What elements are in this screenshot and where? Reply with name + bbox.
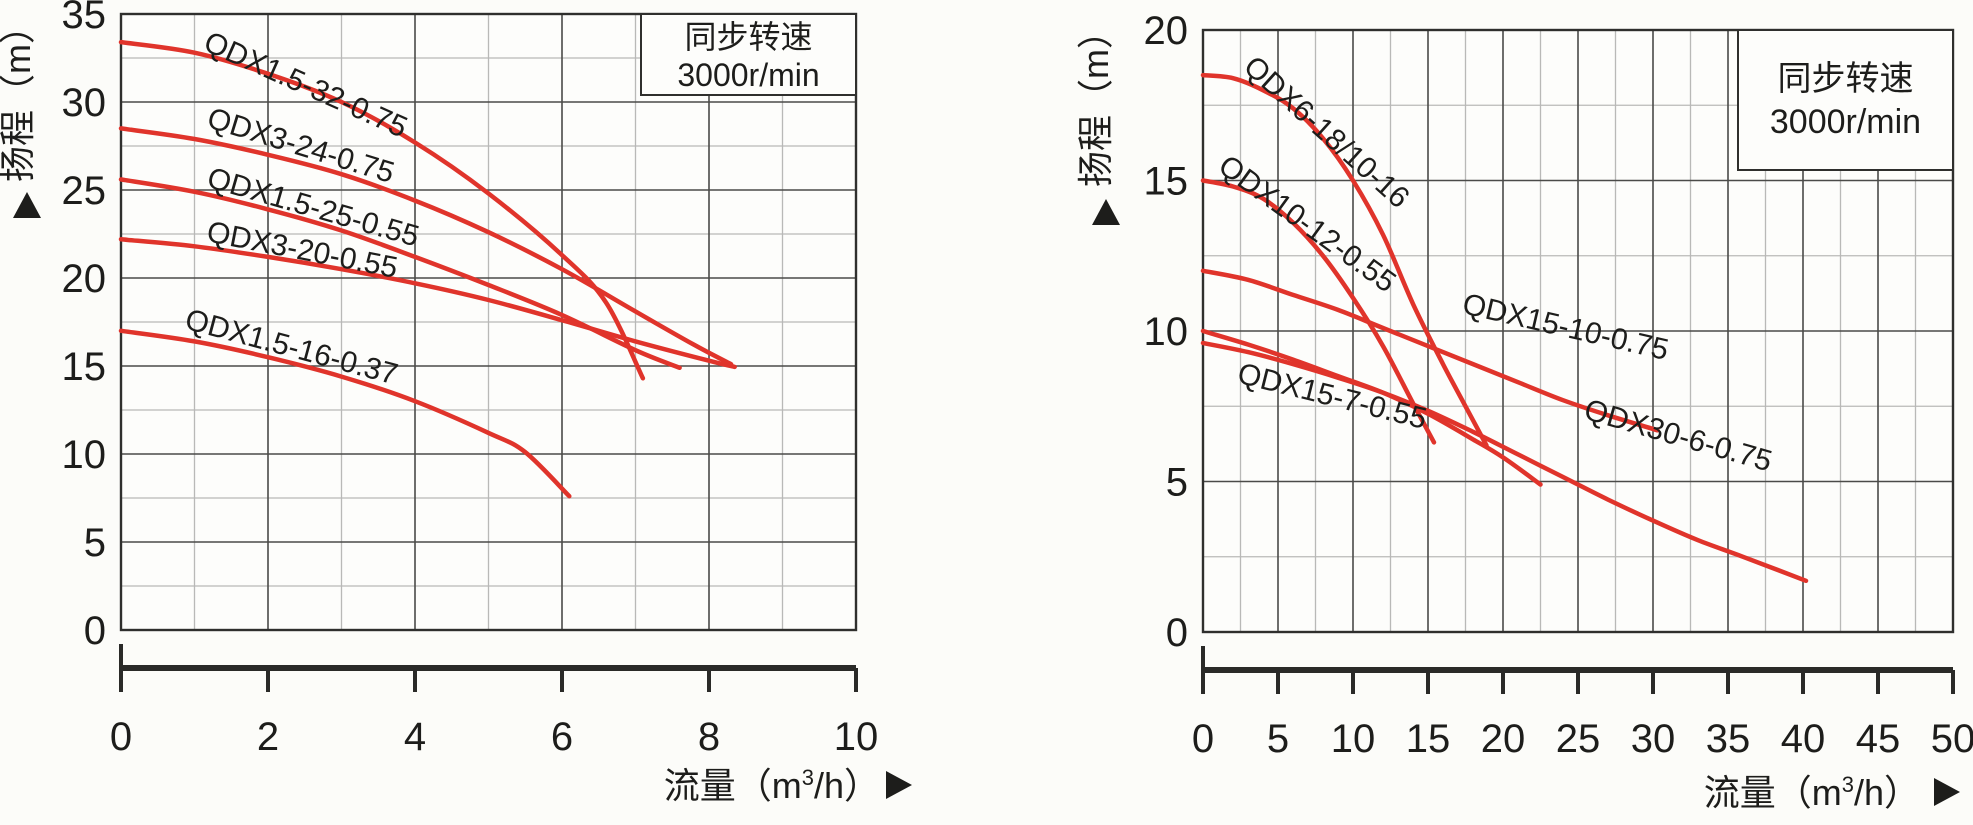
x-tick-label-6: 6	[551, 715, 573, 759]
pump-curve-QDX1.5-25-0.55	[118, 177, 682, 371]
x-axis-right-arrow-icon	[886, 771, 912, 799]
pump-curve-QDX1.5-16-0.37	[118, 328, 572, 499]
speed-box-line1: 同步转速	[684, 19, 812, 55]
plot-border	[119, 12, 858, 632]
speed-box-line1: 同步转速	[1778, 60, 1914, 98]
x-tick-label-25: 25	[1556, 717, 1601, 761]
x-tick-label-50: 50	[1931, 717, 1973, 761]
right-pump-curve-chart: 同步转速3000r/minQDX6-18/10-16QDX10-12-0.55Q…	[1075, 9, 1973, 813]
y-tick-label-15: 15	[1144, 160, 1189, 204]
y-tick-label-10: 10	[62, 433, 107, 477]
y-axis-title: 扬程（m）	[0, 8, 38, 182]
x-tick-label-8: 8	[698, 715, 720, 759]
pump-curve-QDX3-20-0.55	[118, 237, 737, 370]
y-axis-up-arrow-icon	[13, 192, 41, 218]
y-tick-label-0: 0	[1166, 611, 1188, 655]
y-tick-label-5: 5	[84, 521, 106, 565]
y-tick-label-5: 5	[1166, 461, 1188, 505]
x-tick-label-30: 30	[1631, 717, 1676, 761]
x-tick-label-20: 20	[1481, 717, 1526, 761]
x-tick-label-10: 10	[1331, 717, 1376, 761]
x-tick-label-0: 0	[110, 715, 132, 759]
x-axis-title: 流量（m3/h）	[1704, 772, 1920, 813]
x-tick-label-15: 15	[1406, 717, 1451, 761]
y-axis-up-arrow-icon	[1092, 199, 1120, 225]
y-tick-label-15: 15	[62, 345, 107, 389]
x-tick-label-10: 10	[834, 715, 879, 759]
speed-box-line2: 3000r/min	[1770, 103, 1921, 141]
pump-curve-QDX3-24-0.75	[118, 126, 734, 367]
x-tick-label-5: 5	[1267, 717, 1289, 761]
speed-box-frame	[640, 13, 857, 96]
pump-curve-QDX15-10-0.75	[1200, 268, 1660, 433]
speed-box-frame	[1737, 29, 1954, 171]
x-axis-title: 流量（m3/h）	[664, 765, 880, 806]
x-tick-label-45: 45	[1856, 717, 1901, 761]
speed-box-line2: 3000r/min	[677, 57, 819, 93]
x-tick-label-4: 4	[404, 715, 426, 759]
pump-curve-QDX10-12-0.55	[1200, 178, 1437, 445]
y-tick-label-20: 20	[62, 257, 107, 301]
y-tick-label-20: 20	[1144, 9, 1189, 53]
synchronous-speed-box: 同步转速 3000r/min	[1737, 29, 1954, 171]
y-tick-label-25: 25	[62, 169, 107, 213]
y-tick-label-10: 10	[1144, 310, 1189, 354]
y-tick-label-0: 0	[84, 609, 106, 653]
left-pump-curve-chart: 同步转速3000r/minQDX1.5-32-0.75QDX3-24-0.75Q…	[0, 0, 912, 806]
pump-curve-QDX6-18/10-16	[1200, 72, 1489, 448]
x-tick-label-2: 2	[257, 715, 279, 759]
grid-minor-lines	[121, 14, 856, 630]
pump-curve-QDX30-6-0.75	[1200, 340, 1809, 584]
y-axis-title: 扬程（m）	[1075, 13, 1116, 187]
x-axis-right-arrow-icon	[1934, 778, 1960, 806]
y-tick-label-35: 35	[62, 0, 107, 37]
x-tick-label-40: 40	[1781, 717, 1826, 761]
x-tick-label-35: 35	[1706, 717, 1751, 761]
x-tick-label-0: 0	[1192, 717, 1214, 761]
y-tick-label-30: 30	[62, 81, 107, 125]
